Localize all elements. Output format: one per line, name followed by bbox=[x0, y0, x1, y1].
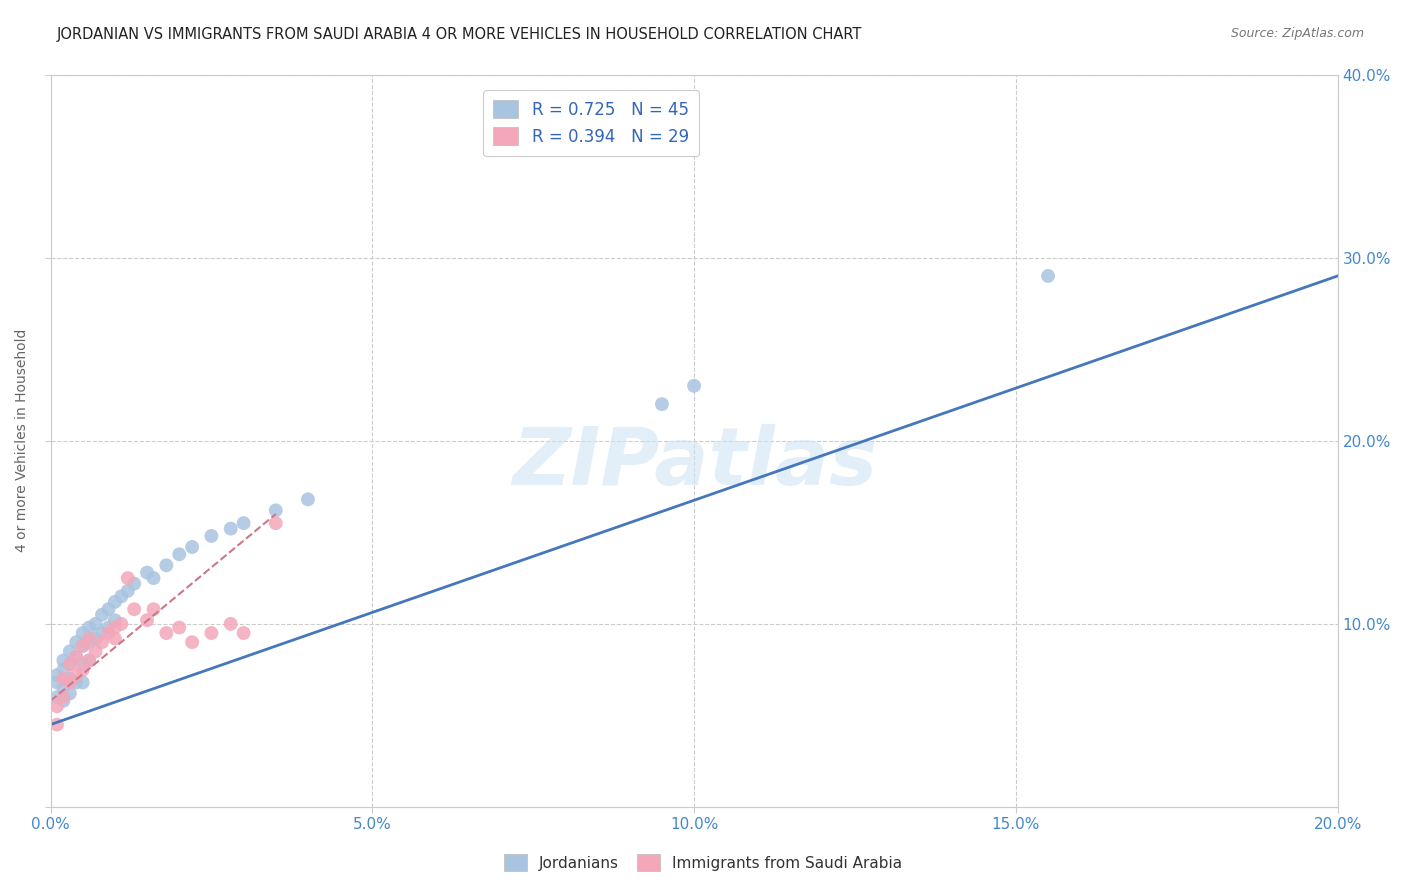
Point bbox=[97, 602, 120, 616]
Point bbox=[84, 644, 107, 658]
Point bbox=[46, 668, 69, 682]
Point bbox=[72, 626, 94, 640]
Point bbox=[122, 576, 145, 591]
Point bbox=[59, 657, 82, 672]
Point bbox=[84, 632, 107, 646]
Point bbox=[65, 668, 87, 682]
Point bbox=[46, 717, 69, 731]
Y-axis label: 4 or more Vehicles in Household: 4 or more Vehicles in Household bbox=[15, 329, 30, 552]
Point bbox=[155, 558, 177, 573]
Point bbox=[142, 571, 165, 585]
Point bbox=[200, 626, 222, 640]
Point bbox=[104, 595, 127, 609]
Point bbox=[181, 540, 204, 554]
Point bbox=[72, 639, 94, 653]
Point bbox=[91, 635, 114, 649]
Point bbox=[232, 516, 254, 530]
Point bbox=[219, 522, 242, 536]
Point bbox=[77, 653, 100, 667]
Point bbox=[72, 639, 94, 653]
Point bbox=[91, 626, 114, 640]
Point bbox=[155, 626, 177, 640]
Point bbox=[72, 663, 94, 677]
Point bbox=[181, 635, 204, 649]
Point bbox=[264, 503, 287, 517]
Point bbox=[65, 649, 87, 664]
Text: JORDANIAN VS IMMIGRANTS FROM SAUDI ARABIA 4 OR MORE VEHICLES IN HOUSEHOLD CORREL: JORDANIAN VS IMMIGRANTS FROM SAUDI ARABI… bbox=[56, 27, 862, 42]
Point bbox=[136, 613, 159, 627]
Point bbox=[65, 675, 87, 690]
Point bbox=[91, 607, 114, 622]
Point bbox=[84, 616, 107, 631]
Point bbox=[136, 566, 159, 580]
Point bbox=[77, 621, 100, 635]
Point bbox=[97, 626, 120, 640]
Text: Source: ZipAtlas.com: Source: ZipAtlas.com bbox=[1230, 27, 1364, 40]
Legend: Jordanians, Immigrants from Saudi Arabia: Jordanians, Immigrants from Saudi Arabia bbox=[498, 848, 908, 877]
Point bbox=[52, 690, 75, 705]
Point bbox=[117, 583, 139, 598]
Point bbox=[65, 635, 87, 649]
Point bbox=[219, 616, 242, 631]
Point bbox=[200, 529, 222, 543]
Point bbox=[167, 621, 190, 635]
Point bbox=[77, 635, 100, 649]
Point bbox=[77, 653, 100, 667]
Point bbox=[52, 694, 75, 708]
Point bbox=[72, 657, 94, 672]
Point bbox=[59, 657, 82, 672]
Point bbox=[297, 492, 319, 507]
Point bbox=[52, 681, 75, 695]
Point bbox=[104, 632, 127, 646]
Point bbox=[1036, 268, 1059, 283]
Point bbox=[52, 653, 75, 667]
Point bbox=[142, 602, 165, 616]
Point bbox=[59, 675, 82, 690]
Point bbox=[72, 675, 94, 690]
Point bbox=[65, 649, 87, 664]
Point bbox=[232, 626, 254, 640]
Point bbox=[59, 686, 82, 700]
Point bbox=[104, 621, 127, 635]
Point bbox=[46, 675, 69, 690]
Point bbox=[77, 632, 100, 646]
Point bbox=[110, 616, 132, 631]
Point bbox=[59, 672, 82, 686]
Point bbox=[97, 621, 120, 635]
Point bbox=[46, 699, 69, 714]
Point bbox=[104, 613, 127, 627]
Text: ZIPatlas: ZIPatlas bbox=[512, 424, 876, 501]
Legend: R = 0.725   N = 45, R = 0.394   N = 29: R = 0.725 N = 45, R = 0.394 N = 29 bbox=[484, 90, 699, 156]
Point bbox=[52, 663, 75, 677]
Point bbox=[167, 547, 190, 561]
Point bbox=[110, 590, 132, 604]
Point bbox=[651, 397, 673, 411]
Point bbox=[264, 516, 287, 530]
Point bbox=[117, 571, 139, 585]
Point bbox=[683, 379, 706, 393]
Point bbox=[46, 690, 69, 705]
Point bbox=[52, 672, 75, 686]
Point bbox=[59, 644, 82, 658]
Point bbox=[122, 602, 145, 616]
